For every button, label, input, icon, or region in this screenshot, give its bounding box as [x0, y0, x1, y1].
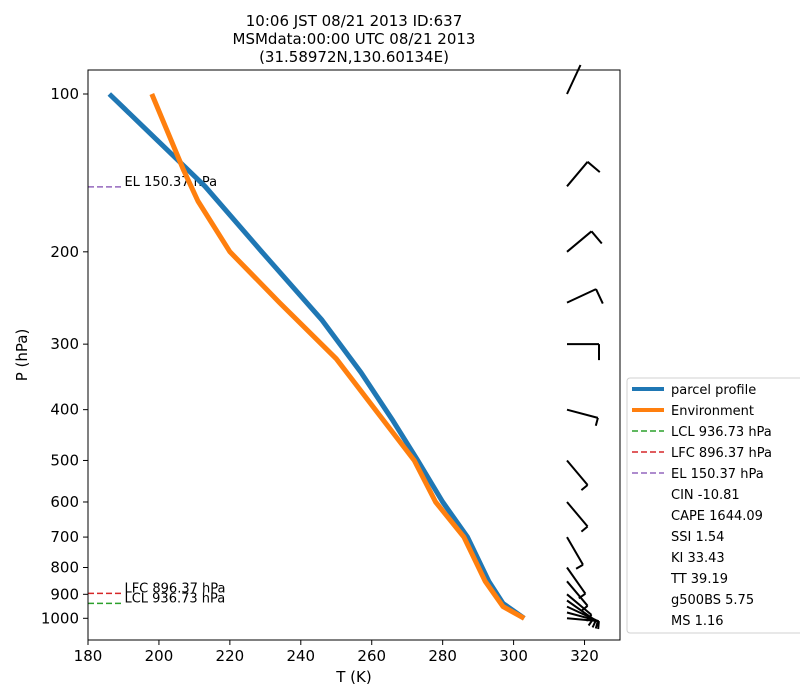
y-tick-label: 500	[50, 451, 79, 469]
plot-frame	[87, 69, 621, 641]
level-label: LCL 936.73 hPa	[124, 591, 225, 606]
x-tick-label: 220	[216, 647, 245, 665]
y-tick-label: 100	[50, 85, 79, 103]
wind-barb	[566, 536, 584, 570]
series-line	[149, 93, 526, 621]
y-tick-label: 300	[50, 335, 79, 353]
y-tick-label: 800	[50, 558, 79, 576]
wind-barb	[566, 408, 599, 426]
legend-label: LFC 896.37 hPa	[671, 446, 772, 461]
y-tick-label: 1000	[41, 609, 79, 627]
chart-location: (31.58972N,130.60134E)	[259, 48, 449, 66]
legend-box	[626, 377, 800, 634]
wind-barb	[567, 343, 600, 361]
chart-subtitle: MSMdata:00:00 UTC 08/21 2013	[232, 30, 476, 48]
legend-label: EL 150.37 hPa	[671, 467, 764, 482]
legend-label: SSI 1.54	[671, 530, 724, 545]
x-tick-label: 300	[499, 647, 528, 665]
y-tick-label: 600	[50, 493, 79, 511]
wind-barb	[566, 617, 600, 630]
level-label: LFC 896.37 hPa	[124, 581, 225, 596]
legend-label: LCL 936.73 hPa	[671, 425, 772, 440]
wind-barb	[566, 288, 604, 305]
y-axis-label: P (hPa)	[13, 329, 31, 382]
legend-label: CIN -10.81	[671, 488, 740, 503]
x-tick-label: 280	[428, 647, 457, 665]
wind-barb	[566, 501, 589, 533]
legend-label: MS 1.16	[671, 614, 724, 629]
legend-label: KI 33.43	[671, 551, 725, 566]
x-tick-label: 320	[570, 647, 599, 665]
x-tick-label: 240	[286, 647, 315, 665]
wind-barb	[566, 64, 582, 95]
legend-label: g500BS 5.75	[671, 593, 754, 608]
y-tick-label: 900	[50, 585, 79, 603]
legend: parcel profile Environment LCL 936.73 hPa L…	[626, 377, 800, 634]
x-tick-label: 260	[357, 647, 386, 665]
y-tick-label: 400	[50, 401, 79, 419]
legend-label: parcel profile	[671, 383, 756, 398]
x-axis-label: T (K)	[335, 668, 371, 686]
y-tick-label: 200	[50, 243, 79, 261]
x-tick-label: 200	[145, 647, 174, 665]
x-tick-label: 180	[74, 647, 103, 665]
series-line	[107, 92, 526, 621]
wind-barb	[566, 161, 601, 187]
legend-label: CAPE 1644.09	[671, 509, 763, 524]
wind-barb	[566, 611, 599, 629]
wind-barb	[566, 459, 589, 491]
wind-barb	[566, 230, 603, 253]
y-tick-label: 700	[50, 528, 79, 546]
chart-title: 10:06 JST 08/21 2013 ID:637	[245, 12, 463, 30]
legend-label: TT 39.19	[670, 572, 728, 587]
legend-label: Environment	[671, 404, 754, 419]
